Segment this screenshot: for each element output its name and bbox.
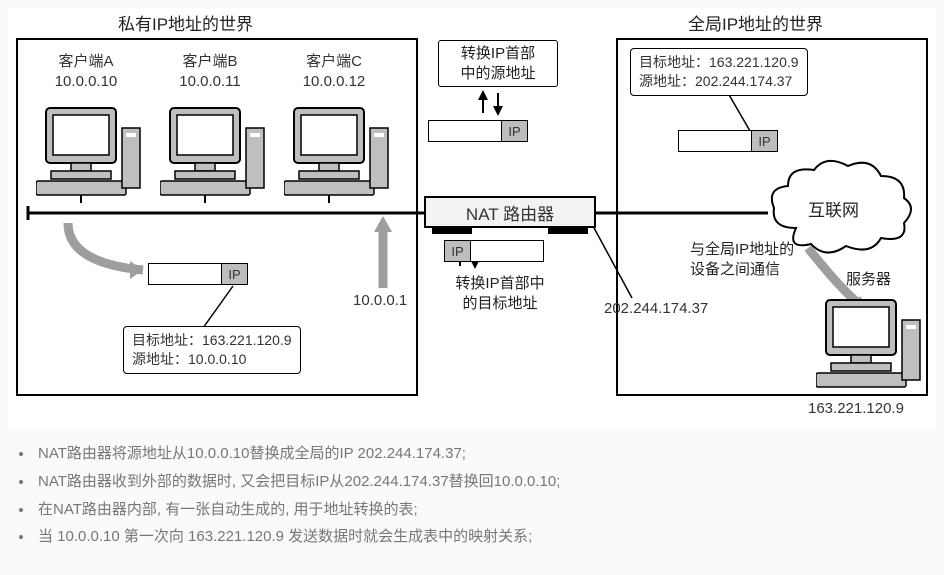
computer-icon (284, 98, 394, 203)
ip-tag: IP (221, 264, 247, 284)
packet-global: IP (678, 130, 778, 152)
client-b-label: 客户端B 10.0.0.11 (160, 52, 260, 91)
client-a-name: 客户端A (36, 52, 136, 72)
packet-top: IP (428, 120, 528, 142)
list-item: NAT路由器将源地址从10.0.0.10替换成全局的IP 202.244.174… (34, 440, 936, 468)
ip-tag: IP (751, 131, 777, 151)
nat-router: NAT 路由器 (424, 196, 596, 228)
client-a-ip: 10.0.0.10 (36, 72, 136, 92)
callout-private-src: 源地址：10.0.0.10 (132, 350, 292, 369)
client-c-label: 客户端C 10.0.0.12 (284, 52, 384, 91)
explanation-list: NAT路由器将源地址从10.0.0.10替换成全局的IP 202.244.174… (34, 440, 936, 551)
nat-diagram: 私有IP地址的世界 全局IP地址的世界 客户端A 10.0.0.10 客户端B … (8, 8, 936, 428)
note-top: 转换IP首部 中的源地址 (438, 40, 558, 87)
private-title: 私有IP地址的世界 (118, 10, 253, 35)
callout-private: 目标地址：163.221.120.9 源地址：10.0.0.10 (123, 326, 301, 374)
global-title: 全局IP地址的世界 (688, 10, 823, 35)
callout-global: 目标地址：163.221.120.9 源地址：202.244.174.37 (630, 48, 808, 96)
note-bottom: 转换IP首部中 的目标地址 (440, 274, 560, 313)
router-wan-ip: 202.244.174.37 (604, 300, 708, 317)
computer-icon (36, 98, 146, 203)
internet-label: 互联网 (808, 200, 859, 222)
router-port-wan (548, 228, 588, 234)
list-item: 在NAT路由器内部, 有一张自动生成的, 用于地址转换的表; (34, 496, 936, 524)
computer-icon (816, 290, 926, 390)
client-a-label: 客户端A 10.0.0.10 (36, 52, 136, 91)
note-bottom-text: 转换IP首部中 的目标地址 (455, 275, 544, 312)
packet-private: IP (148, 263, 248, 285)
server-ip: 163.221.120.9 (808, 400, 904, 417)
ip-tag: IP (445, 241, 471, 261)
packet-bottom: IP (444, 240, 544, 262)
global-comm-text: 与全局IP地址的 设备之间通信 (690, 241, 794, 278)
ip-tag: IP (501, 121, 527, 141)
client-b-ip: 10.0.0.11 (160, 72, 260, 92)
router-lan-ip: 10.0.0.1 (353, 292, 407, 309)
list-item: NAT路由器收到外部的数据时, 又会把目标IP从202.244.174.37替换… (34, 468, 936, 496)
client-c-ip: 10.0.0.12 (284, 72, 384, 92)
router-port-lan (432, 228, 472, 234)
client-c-name: 客户端C (284, 52, 384, 72)
global-comm-note: 与全局IP地址的 设备之间通信 (690, 240, 840, 279)
list-item: 当 10.0.0.10 第一次向 163.221.120.9 发送数据时就会生成… (34, 523, 936, 551)
callout-global-dst: 目标地址：163.221.120.9 (639, 53, 799, 72)
computer-icon (160, 98, 270, 203)
callout-global-src: 源地址：202.244.174.37 (639, 72, 799, 91)
server-label: 服务器 (846, 270, 891, 290)
client-b-name: 客户端B (160, 52, 260, 72)
callout-private-dst: 目标地址：163.221.120.9 (132, 331, 292, 350)
router-label: NAT 路由器 (466, 200, 554, 225)
note-top-text: 转换IP首部 中的源地址 (460, 45, 535, 82)
